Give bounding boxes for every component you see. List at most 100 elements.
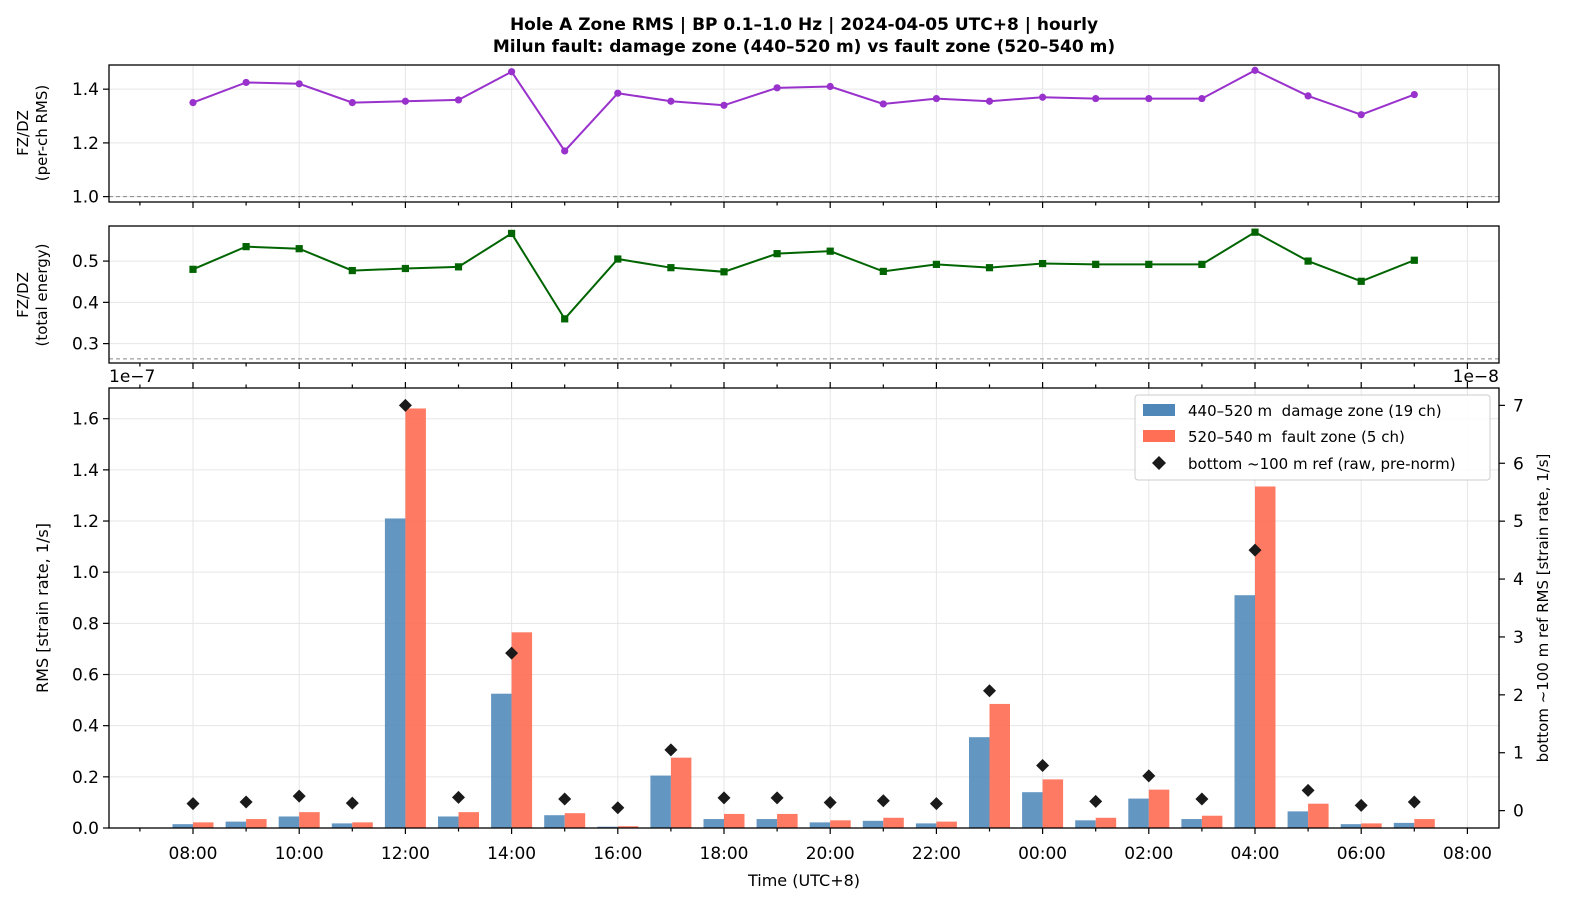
p2-point bbox=[720, 268, 728, 276]
bar-damage-zone bbox=[331, 823, 353, 828]
bar-fault-zone bbox=[1148, 789, 1170, 828]
p1-point bbox=[1092, 94, 1100, 103]
bar-fault-zone bbox=[1255, 486, 1276, 828]
p2-point bbox=[1092, 260, 1100, 268]
p3-xtick-label: 20:00 bbox=[806, 844, 855, 864]
bar-damage-zone bbox=[225, 821, 247, 828]
legend-marker-ref bbox=[1152, 456, 1166, 470]
ref-marker bbox=[1301, 783, 1315, 797]
p1-point bbox=[985, 97, 994, 105]
ref-marker bbox=[558, 792, 572, 806]
ref-marker bbox=[1142, 769, 1156, 783]
p3-ytick-right-label: 3 bbox=[1513, 628, 1524, 648]
p1-ytick-label: 1.4 bbox=[72, 80, 99, 100]
p3-xtick-label: 22:00 bbox=[912, 844, 961, 864]
p2-point bbox=[348, 266, 356, 275]
bar-damage-zone bbox=[491, 693, 512, 828]
ref-marker bbox=[398, 398, 412, 412]
p2-point bbox=[1251, 228, 1259, 236]
p1-point bbox=[1410, 90, 1418, 99]
ref-marker bbox=[717, 791, 731, 805]
p1-point bbox=[508, 68, 516, 76]
p1-point bbox=[189, 99, 197, 107]
p3-xtick-label: 08:00 bbox=[169, 844, 218, 864]
chart-subtitle: Milun fault: damage zone (440–520 m) vs … bbox=[493, 37, 1115, 57]
p2-point bbox=[561, 315, 569, 323]
ref-marker bbox=[186, 797, 200, 811]
panel1-points bbox=[189, 66, 1418, 155]
ref-marker bbox=[929, 797, 943, 811]
p2-point bbox=[826, 247, 834, 255]
p3-ytick-right-label: 5 bbox=[1513, 512, 1524, 532]
p2-ytick-label: 0.5 bbox=[72, 252, 99, 272]
p3-xtick-label: 16:00 bbox=[593, 844, 642, 864]
ref-marker bbox=[1354, 798, 1368, 812]
ref-marker bbox=[345, 796, 359, 810]
legend-label-ref: bottom ~100 m ref (raw, pre-norm) bbox=[1188, 455, 1456, 473]
left-axis-offset: 1e−7 bbox=[109, 367, 155, 387]
bar-fault-zone bbox=[883, 817, 904, 828]
bar-damage-zone bbox=[862, 820, 884, 828]
bar-fault-zone bbox=[830, 820, 851, 828]
p2-point bbox=[667, 264, 675, 272]
ref-marker bbox=[292, 789, 306, 803]
p1-point bbox=[561, 147, 569, 155]
bar-damage-zone bbox=[1075, 820, 1096, 828]
panel3-ticks: 0.0 0.2 0.4 0.6 0.8 1.0 1.2 1.4 1.6 0 1 2 3 4 5 6 7 08:00… bbox=[72, 382, 1524, 864]
p1-point bbox=[879, 100, 887, 108]
ref-marker bbox=[770, 791, 784, 805]
p3-xtick-label: 14:00 bbox=[487, 844, 536, 864]
chart-title: Hole A Zone RMS | BP 0.1–1.0 Hz | 2024-0… bbox=[510, 15, 1098, 35]
bar-damage-zone bbox=[1181, 819, 1202, 828]
bar-damage-zone bbox=[172, 824, 193, 828]
p1-point bbox=[932, 94, 941, 103]
p1-point bbox=[826, 82, 834, 91]
bar-fault-zone bbox=[193, 822, 214, 828]
panel2-ylabel-sub: (total energy) bbox=[33, 243, 51, 346]
panel1-ylabel-sub: (per-ch RMS) bbox=[33, 85, 51, 181]
panel1-frame bbox=[108, 64, 1500, 203]
bar-fault-zone bbox=[246, 819, 267, 828]
bar-fault-zone bbox=[617, 826, 639, 828]
ref-marker bbox=[823, 796, 837, 810]
p3-ytick-right-label: 7 bbox=[1513, 396, 1524, 416]
p2-point bbox=[401, 264, 409, 273]
p2-point bbox=[189, 265, 197, 273]
p3-ytick-right-label: 2 bbox=[1513, 686, 1524, 706]
legend-label-fault-zone: 520–540 m fault zone (5 ch) bbox=[1188, 428, 1405, 446]
p1-point bbox=[1145, 94, 1153, 103]
bar-fault-zone bbox=[511, 632, 533, 828]
legend-label-damage-zone: 440–520 m damage zone (19 ch) bbox=[1188, 402, 1442, 420]
p2-point bbox=[1304, 257, 1312, 265]
p3-xtick-label: 06:00 bbox=[1337, 844, 1386, 864]
panel-rms-bars: 0.0 0.2 0.4 0.6 0.8 1.0 1.2 1.4 1.6 0 1 2 3 4 5 6 7 08:00… bbox=[33, 367, 1552, 890]
panel1-ylabel: FZ/DZ bbox=[14, 110, 32, 156]
panel3-bars bbox=[172, 408, 1435, 828]
bar-fault-zone bbox=[1201, 815, 1223, 828]
bar-damage-zone bbox=[544, 815, 565, 828]
p3-ytick-right-label: 1 bbox=[1513, 744, 1524, 764]
p1-ytick-label: 1.0 bbox=[72, 188, 99, 208]
ref-marker bbox=[1407, 795, 1421, 809]
ref-marker bbox=[239, 795, 253, 809]
p2-point bbox=[508, 229, 516, 238]
panel1-grid bbox=[109, 65, 1499, 202]
ref-marker bbox=[505, 646, 519, 660]
bar-fault-zone bbox=[299, 812, 320, 828]
panel3-ref-markers bbox=[186, 398, 1421, 815]
p3-xtick-label: 08:00 bbox=[1443, 844, 1492, 864]
p2-point bbox=[295, 245, 303, 253]
bar-damage-zone bbox=[1234, 595, 1255, 828]
p1-point bbox=[295, 80, 303, 88]
legend-swatch-damage-zone bbox=[1143, 404, 1175, 416]
bar-damage-zone bbox=[1287, 811, 1309, 828]
bar-fault-zone bbox=[1042, 779, 1064, 828]
ref-marker bbox=[1195, 792, 1209, 806]
p3-xtick-label: 00:00 bbox=[1018, 844, 1067, 864]
p1-point bbox=[1039, 93, 1047, 101]
bar-fault-zone bbox=[670, 757, 692, 828]
p2-point bbox=[985, 264, 994, 272]
bar-damage-zone bbox=[969, 737, 990, 828]
p1-point bbox=[720, 101, 728, 109]
